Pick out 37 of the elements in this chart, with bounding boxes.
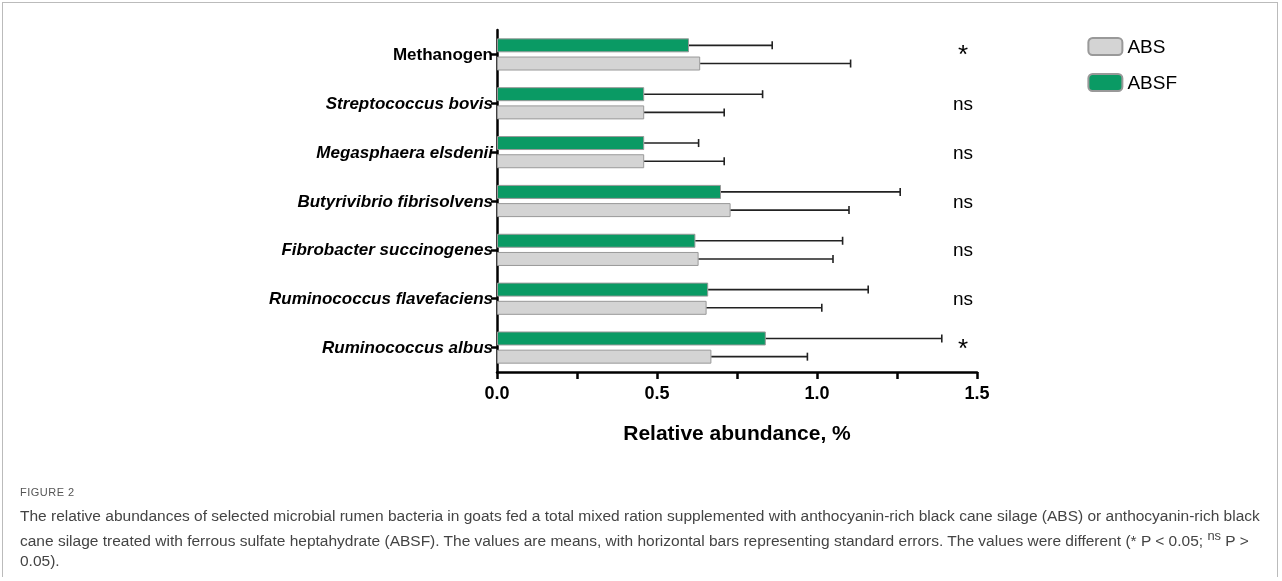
y-tick-label: Methanogen xyxy=(392,44,493,64)
annotation: ns xyxy=(952,239,974,261)
y-tick-label: Butyrivibrio fibrisolvens xyxy=(297,191,493,211)
annotation: ns xyxy=(952,288,974,310)
x-axis-title: Relative abundance, % xyxy=(623,421,852,444)
annotation: ns xyxy=(952,141,974,163)
annotation: ns xyxy=(952,92,974,114)
bar xyxy=(497,87,645,102)
bar xyxy=(497,38,689,53)
bar xyxy=(497,233,696,248)
annotation: ns xyxy=(952,190,974,212)
x-tick-label: 1.0 xyxy=(804,383,830,403)
text: The relative abundances of selected microbial rumen bacteria in goats fed a total mixed ration supplemented with anthocyanin-rich black cane silage (ABS) or anthocyanin-rich black cane silage treated with ferrous sulfate heptahydrate (ABSF). The values are means, with horizontal bars representing standard errors. The values were different (* P < 0.05; $^{ns}$ P > 0.05). xyxy=(20,507,1260,570)
y-tick-label: Fibrobacter succinogenes xyxy=(281,240,493,260)
bar xyxy=(497,105,645,120)
y-tick-label: Megasphaera elsdenii xyxy=(316,142,495,162)
annotation: * xyxy=(957,332,969,363)
bar xyxy=(497,184,721,199)
y-tick-label: Ruminococcus flavefaciens xyxy=(269,289,493,309)
bar xyxy=(497,282,709,297)
legend-label: ABS xyxy=(1127,36,1166,57)
bar xyxy=(497,251,699,266)
bar xyxy=(497,331,766,346)
caption: FIGURE 2 xyxy=(20,485,76,500)
legend-label: ABSF xyxy=(1127,72,1177,93)
x-tick-label: 1.5 xyxy=(964,383,990,403)
annotation: * xyxy=(957,39,969,70)
bar xyxy=(497,154,645,169)
bar xyxy=(497,300,707,315)
bar xyxy=(497,203,731,218)
x-tick-label: 0.5 xyxy=(644,383,670,403)
bar xyxy=(497,56,701,71)
y-tick-label: Ruminococcus albus xyxy=(322,338,493,358)
bar xyxy=(497,136,645,151)
x-tick-label: 0.0 xyxy=(484,383,510,403)
y-tick-label: Streptococcus bovis xyxy=(325,93,493,113)
bar xyxy=(497,349,712,364)
